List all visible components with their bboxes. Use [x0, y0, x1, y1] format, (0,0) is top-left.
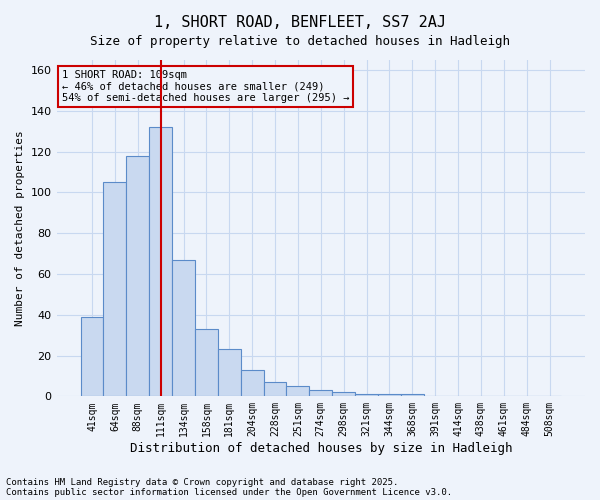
Bar — [103, 182, 127, 396]
Bar — [378, 394, 401, 396]
Bar — [172, 260, 195, 396]
Text: 1 SHORT ROAD: 109sqm
← 46% of detached houses are smaller (249)
54% of semi-deta: 1 SHORT ROAD: 109sqm ← 46% of detached h… — [62, 70, 349, 103]
Bar — [241, 370, 263, 396]
Bar — [80, 317, 103, 396]
Bar — [332, 392, 355, 396]
X-axis label: Distribution of detached houses by size in Hadleigh: Distribution of detached houses by size … — [130, 442, 512, 455]
Text: Size of property relative to detached houses in Hadleigh: Size of property relative to detached ho… — [90, 35, 510, 48]
Text: Contains public sector information licensed under the Open Government Licence v3: Contains public sector information licen… — [6, 488, 452, 497]
Bar — [310, 390, 332, 396]
Bar — [263, 382, 286, 396]
Text: Contains HM Land Registry data © Crown copyright and database right 2025.: Contains HM Land Registry data © Crown c… — [6, 478, 398, 487]
Bar — [218, 350, 241, 397]
Bar — [401, 394, 424, 396]
Bar — [355, 394, 378, 396]
Text: 1, SHORT ROAD, BENFLEET, SS7 2AJ: 1, SHORT ROAD, BENFLEET, SS7 2AJ — [154, 15, 446, 30]
Bar — [286, 386, 310, 396]
Y-axis label: Number of detached properties: Number of detached properties — [15, 130, 25, 326]
Bar — [195, 329, 218, 396]
Bar — [127, 156, 149, 396]
Bar — [149, 128, 172, 396]
